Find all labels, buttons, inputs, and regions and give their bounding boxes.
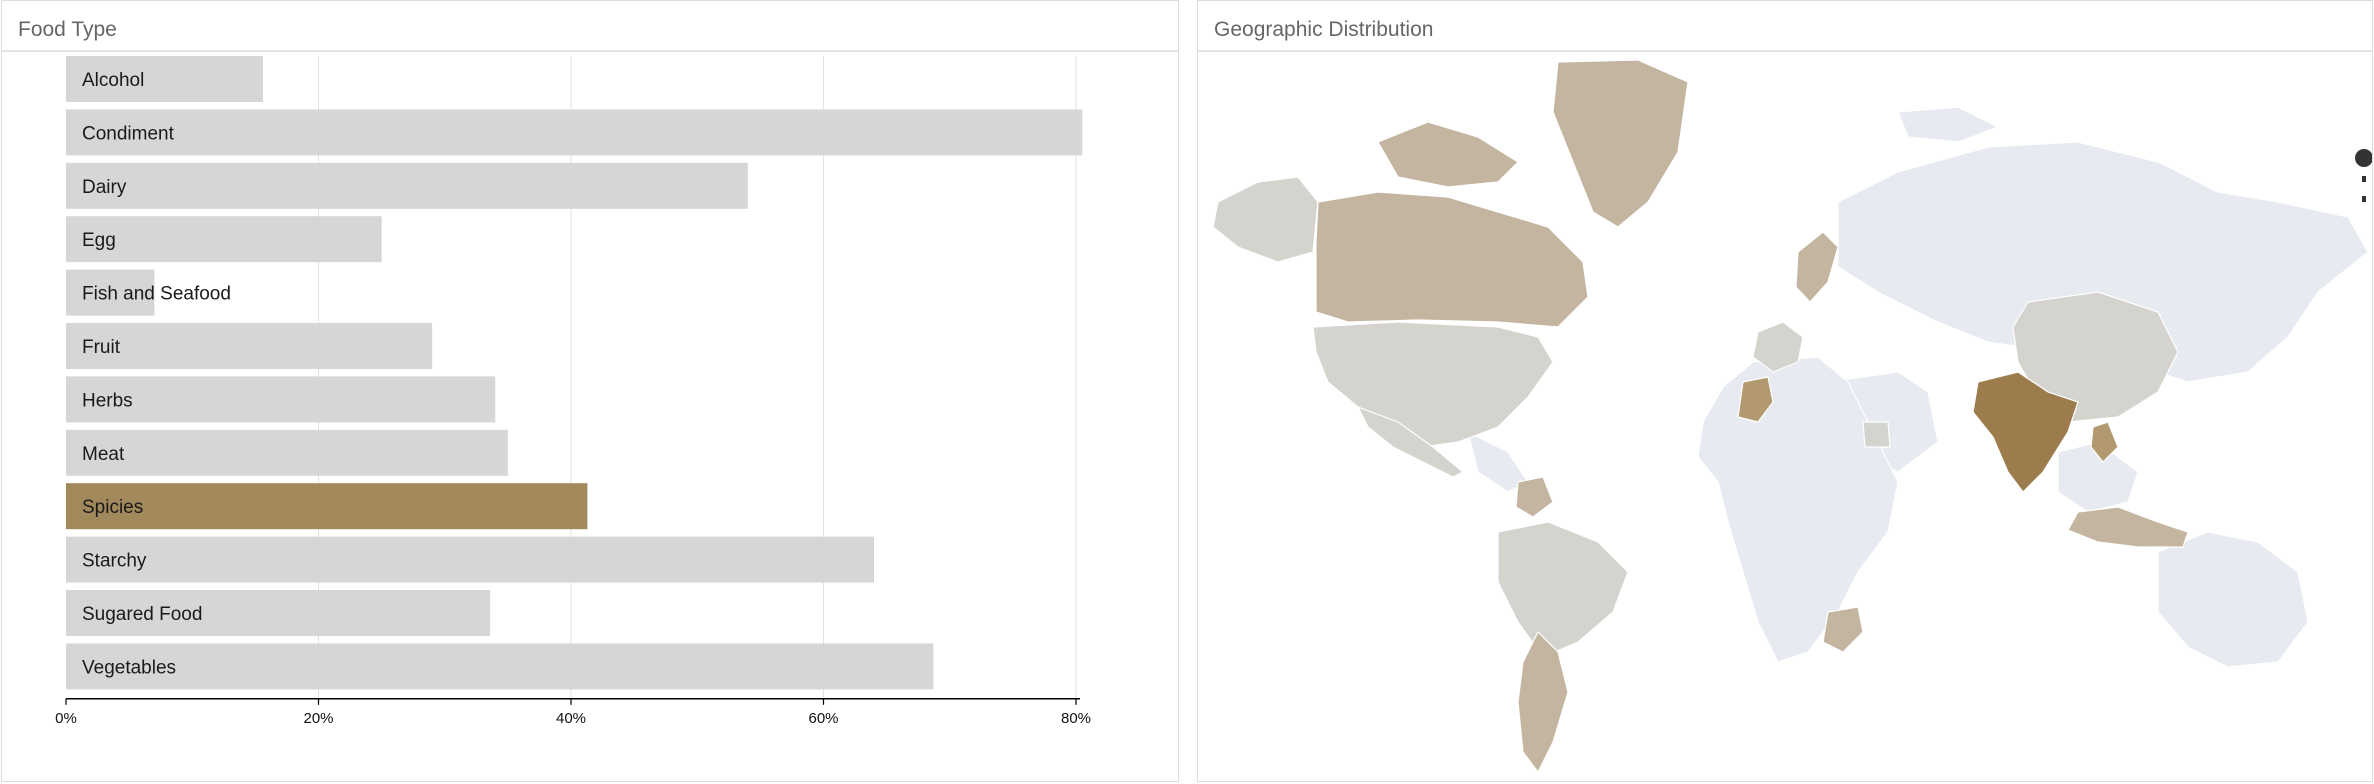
- china-region[interactable]: [2012, 291, 2179, 423]
- western-europe-region[interactable]: [1752, 321, 1804, 373]
- russia-region[interactable]: [1837, 141, 2369, 383]
- food-type-chart-area: Alcohol Condiment Dairy Egg Fish and Seafood…: [2, 52, 1178, 781]
- bar-label: Herbs: [82, 390, 133, 411]
- bar-label: Sugared Food: [82, 604, 202, 625]
- bar-label: Fish and Seafood: [82, 284, 231, 305]
- bar-label: Alcohol: [82, 70, 144, 91]
- scandinavia-region[interactable]: [1795, 231, 1839, 303]
- food-type-panel-title: Food Type: [2, 1, 1178, 52]
- bar-fruit[interactable]: [66, 323, 433, 369]
- colombia-region[interactable]: [1515, 476, 1554, 518]
- x-axis-tick-label: 20%: [303, 710, 333, 727]
- united-states-region[interactable]: [1312, 321, 1554, 448]
- food-type-panel: Food Type Alcohol Condiment Dairy Egg Fish a…: [1, 0, 1179, 782]
- map-darkest-layer: [1972, 371, 2079, 493]
- mainland-southeast-asia-region[interactable]: [2090, 421, 2119, 463]
- indonesia-region[interactable]: [2067, 506, 2189, 548]
- bar-label: Egg: [82, 230, 116, 251]
- zoom-out-marker[interactable]: [2362, 196, 2366, 202]
- x-axis-tick-label: 40%: [556, 710, 586, 727]
- mexico-region[interactable]: [1356, 405, 1465, 478]
- map-light-layer: [1212, 176, 2179, 658]
- greenland-region[interactable]: [1552, 59, 1689, 228]
- bar-label: Condiment: [82, 123, 175, 144]
- greenland-east-islands[interactable]: [1897, 106, 2000, 143]
- world-map[interactable]: [1198, 52, 2372, 781]
- bar-condiment[interactable]: [66, 109, 1083, 156]
- bar-meat[interactable]: [66, 429, 508, 476]
- geographic-map-area: [1198, 52, 2372, 781]
- bar-label: Spicies: [82, 497, 143, 518]
- bar-label: Vegetables: [82, 657, 176, 678]
- bar-herbs[interactable]: [66, 376, 496, 423]
- bar-sugared-food[interactable]: [66, 590, 491, 636]
- bar-fish-and-seafood[interactable]: [66, 269, 155, 316]
- canadian-arctic-islands[interactable]: [1377, 121, 1519, 188]
- zoom-in-marker[interactable]: [2362, 176, 2366, 182]
- geographic-distribution-panel: Geographic Distribution: [1197, 0, 2373, 782]
- bar-vegetables[interactable]: [66, 643, 934, 690]
- x-axis-tick-label: 0%: [55, 710, 77, 727]
- argentina-region[interactable]: [1517, 630, 1569, 774]
- map-controls: [2355, 149, 2372, 202]
- alaska-region[interactable]: [1212, 176, 1319, 263]
- bar-spicies[interactable]: [66, 483, 588, 530]
- food-type-bar-chart: Alcohol Condiment Dairy Egg Fish and Seafood…: [55, 56, 1091, 727]
- bar-label: Fruit: [82, 337, 121, 358]
- brazil-region[interactable]: [1497, 521, 1629, 658]
- bar-dairy[interactable]: [66, 162, 748, 209]
- bar-label: Dairy: [82, 177, 127, 198]
- australia-region[interactable]: [2157, 531, 2309, 668]
- south-africa-region[interactable]: [1822, 606, 1864, 653]
- bar-egg[interactable]: [66, 216, 382, 263]
- map-medium-layer: [1315, 59, 2189, 774]
- bar-label: Meat: [82, 444, 125, 465]
- x-axis-tick-label: 80%: [1061, 710, 1091, 727]
- map-strong-layer: [1737, 376, 2119, 463]
- zoom-reset-dot[interactable]: [2355, 149, 2372, 167]
- map-base-layer: [1467, 106, 2369, 668]
- geographic-distribution-panel-title: Geographic Distribution: [1198, 1, 2372, 52]
- bar-alcohol[interactable]: [66, 56, 263, 102]
- bar-starchy[interactable]: [66, 536, 874, 583]
- canada-region[interactable]: [1315, 191, 1589, 328]
- morocco-region[interactable]: [1737, 376, 1774, 423]
- india-region[interactable]: [1972, 371, 2079, 493]
- x-axis-tick-label: 60%: [808, 710, 838, 727]
- bar-label: Starchy: [82, 551, 147, 572]
- egypt-region[interactable]: [1862, 421, 1891, 448]
